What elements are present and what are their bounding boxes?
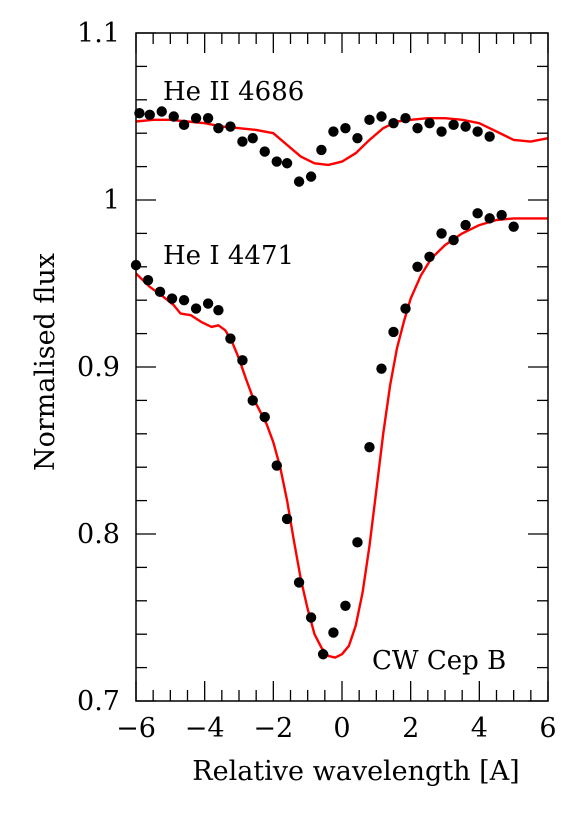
x-tick-label: 4 <box>471 713 488 744</box>
data-point <box>328 126 339 137</box>
data-point <box>317 649 329 660</box>
data-point <box>412 261 423 272</box>
tick-labels: −6 −4 −2 0 2 4 6 0.7 0.8 0.9 1 1.1 <box>77 18 557 744</box>
data-point <box>202 298 214 309</box>
data-point <box>472 126 483 137</box>
x-tick-label: −4 <box>185 713 225 744</box>
data-point <box>400 303 411 314</box>
axis-ticks <box>135 32 549 702</box>
y-tick-label: 1.1 <box>77 18 120 49</box>
data-point <box>484 213 495 224</box>
data-point <box>247 395 258 406</box>
data-point <box>293 176 305 187</box>
x-tick-label: 6 <box>539 713 556 744</box>
model-line <box>135 117 549 167</box>
x-tick-label: 2 <box>402 713 419 744</box>
data-point <box>281 158 293 169</box>
data-point <box>305 612 317 623</box>
data-point <box>508 221 519 232</box>
data-point <box>213 305 224 316</box>
observed-points <box>130 106 519 660</box>
data-point <box>225 333 236 344</box>
data-point <box>213 122 224 134</box>
data-point <box>448 234 459 246</box>
data-point <box>178 295 190 306</box>
data-point <box>247 133 258 144</box>
annotation-star-name: CW Cep B <box>372 646 506 676</box>
x-tick-label: −2 <box>253 713 293 744</box>
data-point <box>293 577 305 588</box>
y-tick-label: 0.9 <box>77 352 120 383</box>
annotation-he-i-4471: He I 4471 <box>163 241 294 271</box>
data-point <box>156 106 167 117</box>
data-point <box>340 122 351 134</box>
data-point <box>168 111 179 122</box>
data-point <box>460 219 471 231</box>
data-point <box>364 441 375 453</box>
data-point <box>412 122 423 134</box>
data-point <box>316 144 327 156</box>
data-point <box>225 121 236 132</box>
annotation-he-ii-4686: He II 4686 <box>163 77 304 107</box>
data-point <box>376 111 387 122</box>
model-line <box>135 217 548 659</box>
x-tick-label: 0 <box>333 713 350 744</box>
data-point <box>190 112 202 124</box>
data-point <box>460 121 471 132</box>
data-point <box>134 107 145 119</box>
data-point <box>328 627 339 638</box>
data-point <box>144 109 155 121</box>
data-point <box>178 119 190 131</box>
data-point <box>305 171 317 182</box>
x-tick-label: −6 <box>116 713 156 744</box>
data-point <box>436 126 447 137</box>
data-point <box>271 156 282 167</box>
y-axis-label: Normalised flux <box>30 253 61 471</box>
data-point <box>484 131 495 142</box>
data-point <box>496 209 507 221</box>
data-point <box>436 228 447 239</box>
data-point <box>424 251 435 262</box>
y-tick-label: 0.8 <box>77 519 120 550</box>
data-point <box>472 208 483 219</box>
data-point <box>400 112 411 124</box>
plot-frame <box>135 32 549 702</box>
data-point <box>388 326 399 338</box>
data-point <box>340 600 351 612</box>
data-point <box>259 411 270 423</box>
data-point <box>190 303 202 314</box>
data-point <box>352 133 363 144</box>
data-point <box>424 117 435 129</box>
data-point <box>271 460 282 471</box>
model-curves <box>135 117 549 659</box>
y-tick-label: 1 <box>103 185 120 216</box>
data-point <box>364 114 375 126</box>
data-point <box>202 112 214 124</box>
data-point <box>154 286 166 298</box>
data-point <box>237 136 248 147</box>
data-point <box>142 274 154 286</box>
data-point <box>237 355 248 366</box>
data-point <box>448 119 459 131</box>
x-axis-label: Relative wavelength [A] <box>192 756 519 787</box>
data-point <box>281 513 293 525</box>
y-tick-label: 0.7 <box>77 686 120 717</box>
data-point <box>352 537 363 548</box>
data-point <box>259 146 270 157</box>
data-point <box>388 117 399 129</box>
data-point <box>376 363 387 374</box>
data-point <box>166 293 178 304</box>
